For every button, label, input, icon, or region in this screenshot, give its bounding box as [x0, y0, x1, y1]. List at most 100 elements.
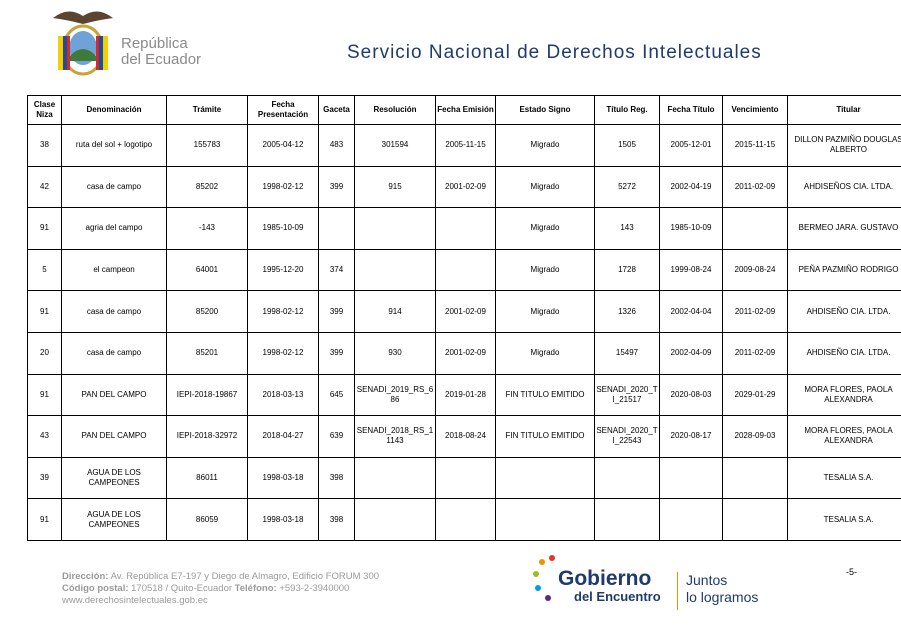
- cell: 86059: [166, 498, 248, 541]
- cell: IEPI-2018-32972: [166, 415, 248, 458]
- table-row: 91 agria del campo -143 1985-10-09 Migrado 14…: [27, 207, 901, 250]
- table-row: 5 el campeon 64001 1995-12-20 374 Migrado 1728…: [27, 248, 901, 292]
- cell: 155783: [166, 124, 248, 167]
- cell: agria del campo: [61, 207, 167, 250]
- cell: 2028-09-03: [722, 415, 788, 458]
- cell: 1728: [594, 248, 660, 292]
- label: Dirección:: [62, 571, 109, 582]
- cell: 2018-08-24: [435, 415, 496, 458]
- logo-text: República del Ecuador: [121, 36, 201, 68]
- logo-line: del Ecuador: [121, 51, 202, 68]
- cell: 2015-11-15: [722, 124, 788, 167]
- slogan-line: lo logramos: [686, 589, 759, 605]
- cell: SENADI_2018_RS_11143: [354, 415, 436, 458]
- cell: [435, 456, 496, 500]
- cell: 20: [27, 331, 62, 375]
- column-header: Vencimiento: [722, 95, 788, 125]
- table-row: 91 AGUA DE LOS CAMPEONES 86059 1998-03-18 39…: [27, 498, 901, 541]
- cell: 2001-02-09: [435, 165, 496, 209]
- cell: 2020-08-03: [659, 373, 723, 417]
- brand: Gobierno del Encuentro: [558, 568, 661, 606]
- cell: [659, 456, 723, 500]
- cell: 399: [318, 331, 355, 375]
- cell: 2019-01-28: [435, 373, 496, 417]
- cell: Migrado: [495, 331, 595, 375]
- cell: 2001-02-09: [435, 290, 496, 333]
- column-header: Gaceta: [318, 95, 355, 125]
- cell: [435, 498, 496, 541]
- address: Av. República E7-197 y Diego de Almagro,…: [110, 571, 380, 582]
- table-row: 91 PAN DEL CAMPO IEPI-2018-19867 2018-03-13…: [27, 373, 901, 417]
- cell: ruta del sol + logotipo: [61, 124, 167, 167]
- cell: 1998-03-18: [247, 498, 319, 541]
- cell: IEPI-2018-19867: [166, 373, 248, 417]
- cell: MORA FLORES, PAOLA ALEXANDRA: [787, 415, 901, 458]
- cell: DILLON PAZMIÑO DOUGLAS ALBERTO: [787, 124, 901, 167]
- column-header: Fecha Emisión: [435, 95, 496, 125]
- page-title: Servicio Nacional de Derechos Intelectua…: [347, 42, 762, 63]
- footer-address: Dirección: Av. República E7-197 y Diego …: [62, 571, 379, 607]
- column-header: Título Reg.: [594, 95, 660, 125]
- cell: [722, 498, 788, 541]
- cell: MORA FLORES, PAOLA ALEXANDRA: [787, 373, 901, 417]
- cell: [495, 456, 595, 500]
- column-header: Denominación: [61, 95, 167, 125]
- cell: 2018-04-27: [247, 415, 319, 458]
- cell: 2011-02-09: [722, 290, 788, 333]
- cell: Migrado: [495, 248, 595, 292]
- cell: AGUA DE LOS CAMPEONES: [61, 498, 167, 541]
- cell: 1985-10-09: [247, 207, 319, 250]
- cell: 5272: [594, 165, 660, 209]
- cell: 91: [27, 498, 62, 541]
- cell: 2020-08-17: [659, 415, 723, 458]
- cell: 1998-02-12: [247, 165, 319, 209]
- website: www.derechosintelectuales.gob.ec: [62, 595, 208, 606]
- slogan: Juntos lo logramos: [677, 572, 758, 610]
- cell: 42: [27, 165, 62, 209]
- cell: 15497: [594, 331, 660, 375]
- cell: 2001-02-09: [435, 331, 496, 375]
- cell: casa de campo: [61, 290, 167, 333]
- cell: [594, 456, 660, 500]
- cell: AHDISEÑO CIA. LTDA.: [787, 331, 901, 375]
- column-header: Fecha Título: [659, 95, 723, 125]
- cell: 85201: [166, 331, 248, 375]
- column-header: Titular: [787, 95, 901, 125]
- cell: 1998-02-12: [247, 331, 319, 375]
- cell: 645: [318, 373, 355, 417]
- cell: 38: [27, 124, 62, 167]
- cell: 2011-02-09: [722, 165, 788, 209]
- cell: Migrado: [495, 290, 595, 333]
- cell: FIN TITULO EMITIDO: [495, 373, 595, 417]
- cell: 399: [318, 290, 355, 333]
- cell: [722, 207, 788, 250]
- column-header: Estado Signo: [495, 95, 595, 125]
- cell: 39: [27, 456, 62, 500]
- cell: 2029-01-29: [722, 373, 788, 417]
- cell: PAN DEL CAMPO: [61, 373, 167, 417]
- cell: [435, 207, 496, 250]
- cell: 91: [27, 290, 62, 333]
- cell: BERMEO JARA. GUSTAVO: [787, 207, 901, 250]
- cell: [722, 456, 788, 500]
- cell: SENADI_2019_RS_686: [354, 373, 436, 417]
- cell: PEÑA PAZMIÑO RODRIGO: [787, 248, 901, 292]
- cell: casa de campo: [61, 331, 167, 375]
- cell: Migrado: [495, 165, 595, 209]
- cell: 1505: [594, 124, 660, 167]
- cell: TESALIA S.A.: [787, 456, 901, 500]
- cell: 914: [354, 290, 436, 333]
- cell: 2002-04-19: [659, 165, 723, 209]
- column-header: Fecha Presentación: [247, 95, 319, 125]
- cell: AHDISEÑOS CIA. LTDA.: [787, 165, 901, 209]
- cell: [354, 248, 436, 292]
- cell: 91: [27, 373, 62, 417]
- cell: 398: [318, 498, 355, 541]
- cell: TESALIA S.A.: [787, 498, 901, 541]
- cell: 43: [27, 415, 62, 458]
- cell: [594, 498, 660, 541]
- cell: 2002-04-09: [659, 331, 723, 375]
- cell: 2005-11-15: [435, 124, 496, 167]
- cell: 483: [318, 124, 355, 167]
- cell: 1999-08-24: [659, 248, 723, 292]
